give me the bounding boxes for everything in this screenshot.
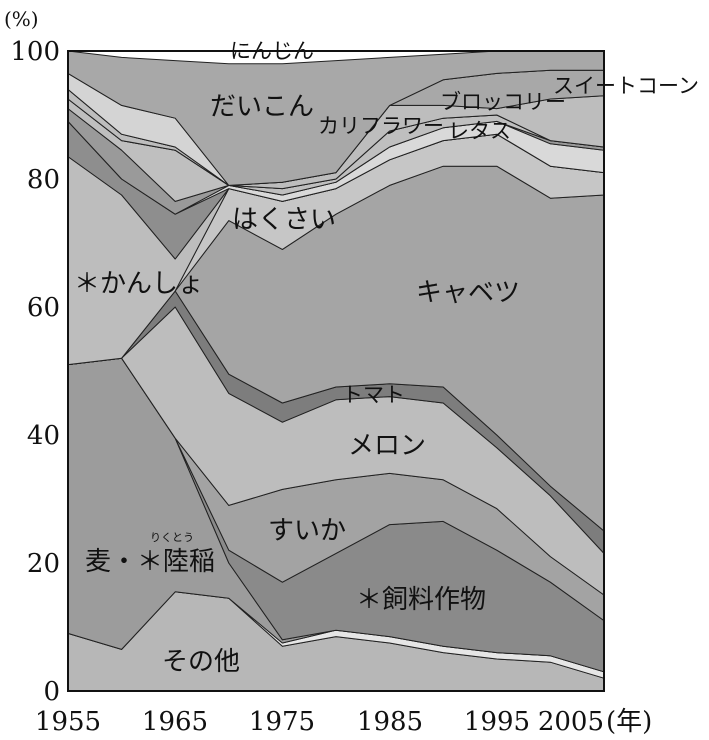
area-label-rikuto-ruby: りくとう (150, 531, 194, 544)
area-label-cabbage: キャベツ (416, 278, 520, 308)
area-bands (67, 50, 605, 692)
area-label-broccoli: ブロッコリー (440, 90, 566, 114)
x-axis: 1955 1965 1975 1985 1995 2005 (年) (35, 707, 652, 737)
x-tick-label: 1955 (35, 707, 101, 737)
area-label-melon: メロン (348, 431, 426, 461)
area-label-cauliflower: カリフラワー (318, 114, 444, 138)
y-unit-label: (%) (4, 7, 39, 31)
plot-frame (67, 50, 605, 692)
area-label-mugi-rikuto: 麦・＊陸稲 (85, 547, 215, 577)
x-unit-label: (年) (606, 707, 652, 737)
area-label-hakusai: はくさい (232, 205, 336, 235)
area-label-feed-crops: ＊飼料作物 (356, 585, 486, 615)
area-label-sonota: その他 (162, 647, 240, 677)
area-labels: にんじん だいこん カリフラワー ブロッコリー スイートコーン レタス はくさい… (74, 39, 699, 677)
y-tick-label: 40 (27, 421, 60, 451)
area-label-sweetcorn: スイートコーン (553, 74, 699, 98)
y-tick-label: 0 (43, 677, 60, 707)
x-tick-label: 1975 (249, 707, 315, 737)
x-tick-label: 1965 (142, 707, 208, 737)
area-label-lettuce: レタス (448, 119, 511, 143)
x-tick-label: 1985 (357, 707, 423, 737)
y-tick-label: 20 (27, 549, 60, 579)
area-label-tomato: トマト (342, 383, 405, 407)
area-label-ninjin: にんじん (230, 39, 314, 63)
x-tick-label: 1995 (464, 707, 530, 737)
area-label-kansho: ＊かんしょ (74, 269, 204, 299)
y-tick-label: 60 (27, 293, 60, 323)
x-tick-label: 2005 (538, 707, 604, 737)
area-label-daikon: だいこん (210, 92, 314, 122)
y-axis: (%) 0 20 40 60 80 100 (4, 7, 60, 707)
area-label-suika: すいか (268, 516, 346, 546)
y-tick-label: 100 (10, 37, 60, 67)
y-tick-label: 80 (27, 165, 60, 195)
